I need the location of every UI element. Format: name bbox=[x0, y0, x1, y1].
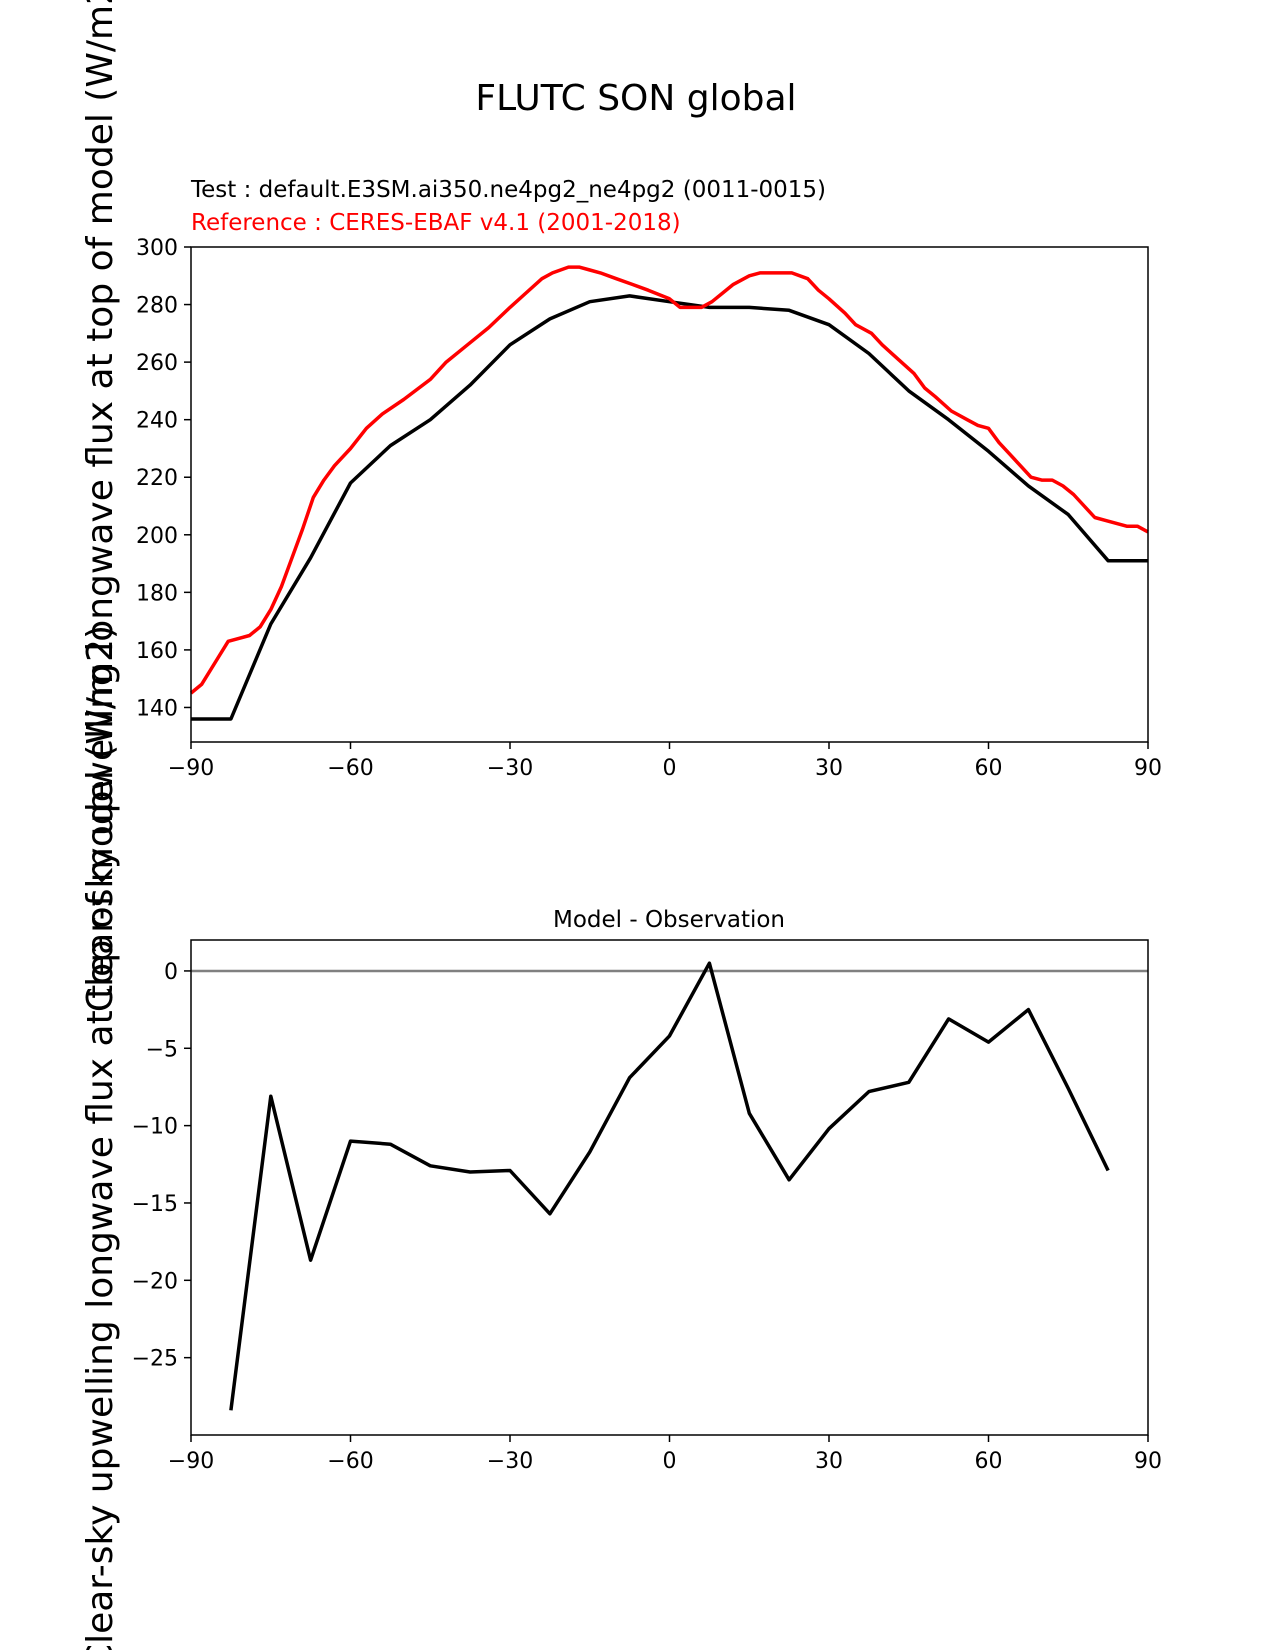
panel-top: Test : default.E3SM.ai350.ne4pg2_ne4pg2 … bbox=[136, 177, 1162, 781]
x-tick-label: −30 bbox=[487, 756, 533, 781]
y-tick-label: 300 bbox=[136, 236, 178, 261]
reference-label: Reference : CERES-EBAF v4.1 (2001-2018) bbox=[191, 210, 681, 236]
x-tick-label: −60 bbox=[327, 1449, 373, 1474]
panel-bottom: Model - Observation −90 −60 −30 0 30 60 90 −25… bbox=[132, 907, 1162, 1474]
diff-title: Model - Observation bbox=[553, 907, 785, 933]
x-tick-label: 90 bbox=[1134, 1449, 1162, 1474]
test-line bbox=[191, 294, 1148, 721]
y-tick-label: 180 bbox=[136, 581, 178, 606]
x-tick-label: 0 bbox=[663, 1449, 677, 1474]
y-tick-label: −5 bbox=[146, 1037, 178, 1062]
y-tick-label: 260 bbox=[136, 351, 178, 376]
x-tick-label: 30 bbox=[815, 1449, 843, 1474]
panel-top-series bbox=[189, 265, 1149, 721]
y-tick-label: −10 bbox=[132, 1115, 178, 1140]
x-tick-label: −90 bbox=[168, 1449, 214, 1474]
x-tick-label: −60 bbox=[327, 756, 373, 781]
y-tick-label: 280 bbox=[136, 294, 178, 319]
y-tick-label: −20 bbox=[132, 1269, 178, 1294]
y-tick-label: 200 bbox=[136, 524, 178, 549]
y-tick-label: −15 bbox=[132, 1192, 178, 1217]
x-tick-label: 90 bbox=[1134, 756, 1162, 781]
x-tick-label: 60 bbox=[975, 1449, 1003, 1474]
panel-bottom-xticks: −90 −60 −30 0 30 60 90 bbox=[168, 1435, 1162, 1474]
x-tick-label: −30 bbox=[487, 1449, 533, 1474]
panel-bottom-yticks: −25 −20 −15 −10 −5 0 bbox=[132, 960, 191, 1372]
reference-line bbox=[189, 265, 1149, 695]
y-tick-label: 160 bbox=[136, 639, 178, 664]
y-tick-label: 240 bbox=[136, 409, 178, 434]
y-tick-label: −25 bbox=[132, 1347, 178, 1372]
x-tick-label: 60 bbox=[975, 756, 1003, 781]
x-tick-label: −90 bbox=[168, 756, 214, 781]
y-tick-label: 220 bbox=[136, 466, 178, 491]
test-label: Test : default.E3SM.ai350.ne4pg2_ne4pg2 … bbox=[190, 177, 826, 203]
panel-top-xticks: −90 −60 −30 0 30 60 90 bbox=[168, 742, 1162, 781]
panel-bottom-series bbox=[191, 961, 1148, 1411]
y-tick-label: 0 bbox=[164, 960, 178, 985]
ylabel-panel-2: Clear-sky upwelling longwave flux at top… bbox=[80, 625, 121, 1650]
x-tick-label: 30 bbox=[815, 756, 843, 781]
x-tick-label: 0 bbox=[663, 756, 677, 781]
difference-line bbox=[229, 961, 1110, 1411]
panel-top-frame bbox=[190, 246, 1149, 743]
y-tick-label: 140 bbox=[136, 696, 178, 721]
panel-top-yticks: 140 160 180 200 220 240 260 280 300 bbox=[136, 236, 191, 721]
figure-title: FLUTC SON global bbox=[475, 78, 796, 119]
ylabel-panel-1: Clear-sky upwelling longwave flux at top… bbox=[80, 0, 121, 1012]
